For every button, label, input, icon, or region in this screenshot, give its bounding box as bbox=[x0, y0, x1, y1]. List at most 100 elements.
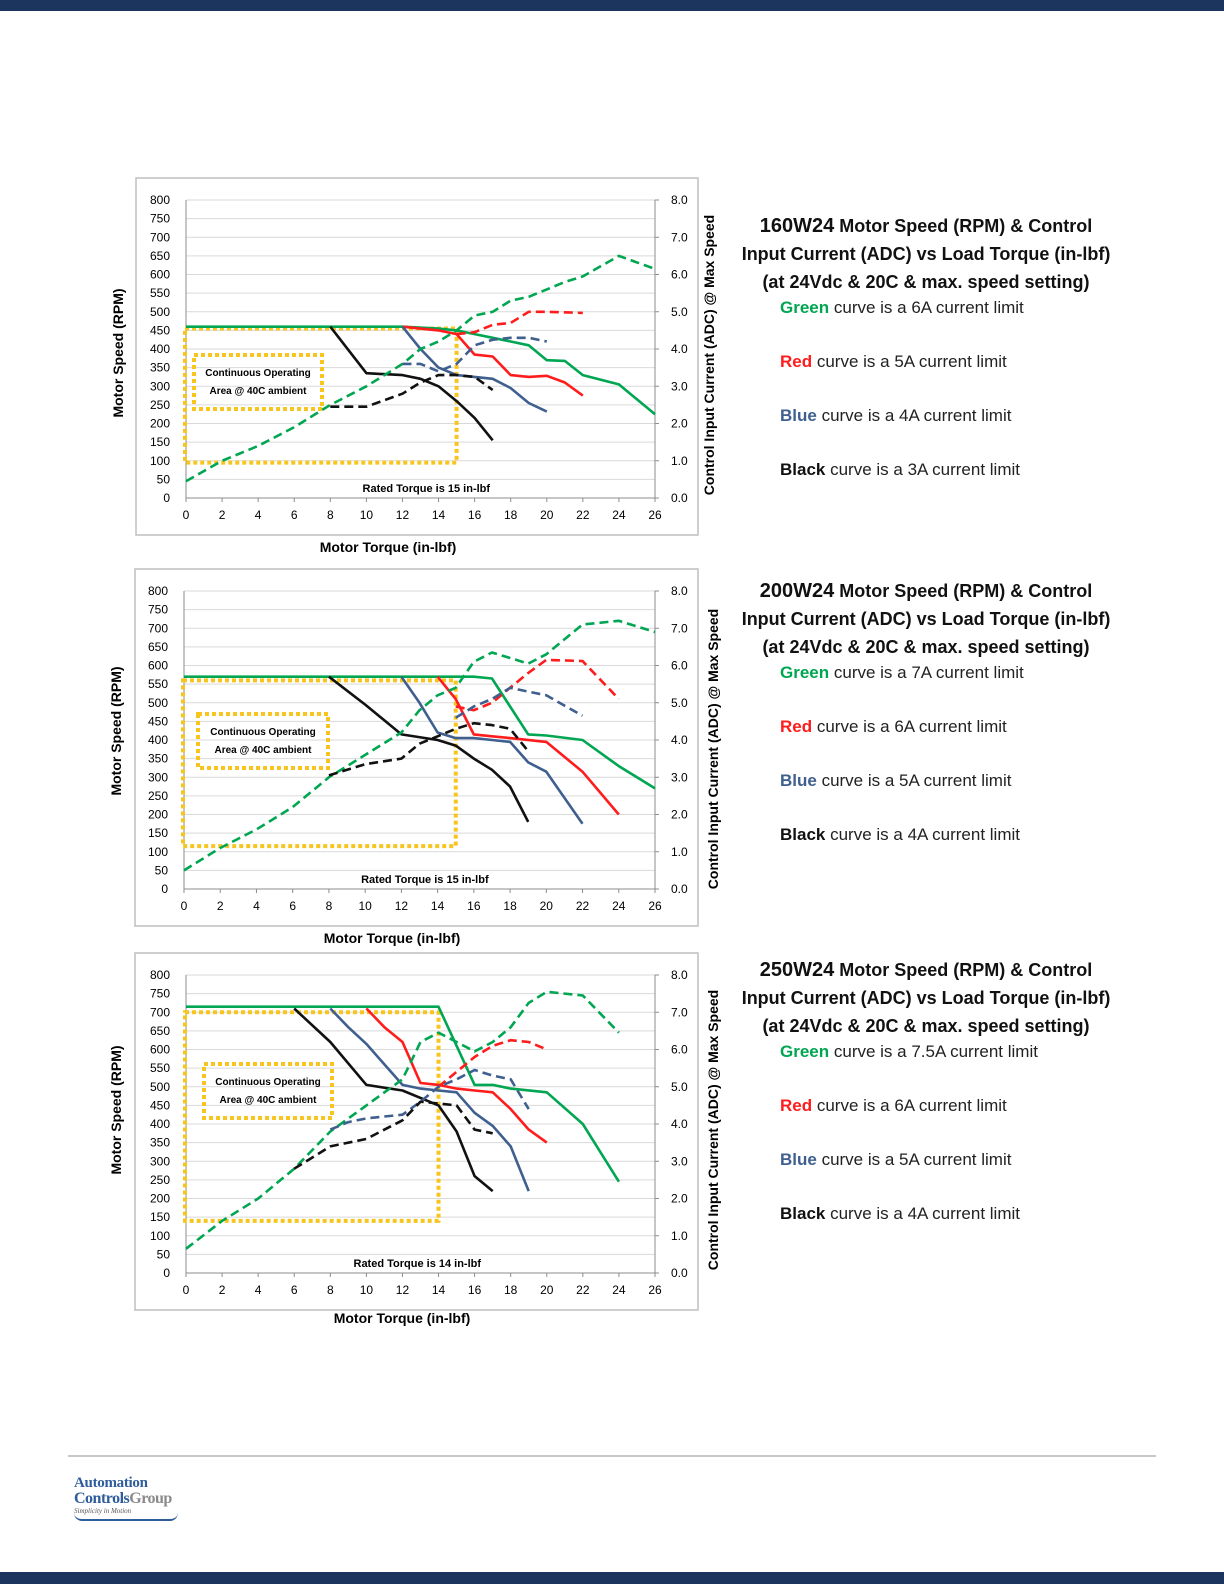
y2-tick-label: 7.0 bbox=[671, 230, 688, 244]
y-axis-title: Motor Speed (RPM) bbox=[110, 288, 126, 417]
y-tick-label: 50 bbox=[155, 863, 169, 877]
legend-blue: Blue curve is a 5A current limit bbox=[780, 1148, 1126, 1202]
y-tick-label: 250 bbox=[150, 1173, 170, 1187]
logo-line1: Automation bbox=[74, 1475, 148, 1491]
y-tick-label: 50 bbox=[157, 472, 171, 486]
series-red-speed-line bbox=[436, 675, 620, 816]
chart-160w24-description: 160W24 Motor Speed (RPM) & Control Input… bbox=[726, 212, 1126, 512]
series-green-current-line bbox=[183, 619, 656, 872]
y2-tick-label: 7.0 bbox=[671, 1005, 688, 1019]
legend-color-name: Green bbox=[780, 1042, 830, 1061]
x-tick-label: 10 bbox=[360, 508, 374, 522]
continuous-label-line2: Area @ 40C ambient bbox=[219, 1095, 317, 1106]
x-tick-label: 14 bbox=[431, 899, 445, 913]
y-tick-label: 0 bbox=[161, 882, 168, 896]
x-tick-label: 14 bbox=[432, 508, 446, 522]
y-tick-label: 700 bbox=[150, 230, 170, 244]
legend-text: curve is a 4A current limit bbox=[825, 825, 1020, 844]
x-ticks: 0 2 4 6 8 10 12 14 16 18 20 22 24 26 bbox=[181, 889, 662, 913]
x-tick-label: 18 bbox=[504, 1283, 518, 1297]
y2-axis-title: Control Input Current (ADC) @ Max Speed bbox=[705, 609, 721, 889]
x-tick-label: 8 bbox=[327, 1283, 334, 1297]
logo-group: Group bbox=[129, 1490, 172, 1507]
y2-tick-label: 3.0 bbox=[671, 379, 688, 393]
bottom-accent-bar bbox=[0, 1572, 1224, 1584]
legend-color-name: Green bbox=[780, 298, 830, 317]
y-tick-label: 600 bbox=[148, 659, 168, 673]
logo-tagline: Simplicity in Motion bbox=[74, 1507, 132, 1515]
series-black-current-line bbox=[328, 721, 530, 777]
x-tick-label: 12 bbox=[396, 1283, 410, 1297]
y2-tick-label: 6.0 bbox=[671, 1043, 688, 1057]
y2-tick-label: 3.0 bbox=[671, 1154, 688, 1168]
y2-tick-label: 2.0 bbox=[671, 808, 688, 822]
series-red-current-line bbox=[456, 310, 583, 336]
rated-torque-label: Rated Torque is 14 in-lbf bbox=[354, 1258, 482, 1270]
y-tick-label: 550 bbox=[150, 286, 170, 300]
y2-tick-label: 1.0 bbox=[671, 1229, 688, 1243]
top-accent-bar bbox=[0, 0, 1224, 11]
x-tick-label: 16 bbox=[468, 508, 482, 522]
y2-tick-label: 1.0 bbox=[671, 454, 688, 468]
legend-text: curve is a 5A current limit bbox=[812, 352, 1007, 371]
x-tick-label: 22 bbox=[576, 899, 590, 913]
y2-tick-label: 6.0 bbox=[671, 659, 688, 673]
y2-axis-title: Control Input Current (ADC) @ Max Speed bbox=[705, 990, 721, 1270]
x-tick-label: 6 bbox=[291, 508, 298, 522]
x-axis-title: Motor Torque (in-lbf) bbox=[334, 1310, 471, 1326]
x-tick-label: 22 bbox=[576, 1283, 590, 1297]
series-green-speed-line bbox=[184, 675, 656, 790]
y2-tick-label: 2.0 bbox=[671, 417, 688, 431]
series-blue-speed-line bbox=[400, 675, 584, 825]
y-tick-label: 600 bbox=[150, 268, 170, 282]
series-green-current-line bbox=[185, 990, 620, 1250]
company-logo: Automation ControlsGroup Simplicity in M… bbox=[74, 1476, 194, 1526]
chart-250w24: 0501001502002503003504004505005506006507… bbox=[108, 952, 721, 1326]
y-tick-label: 350 bbox=[150, 361, 170, 375]
y2-ticks: 0.0 1.0 2.0 3.0 4.0 5.0 6.0 7.0 8.0 bbox=[655, 968, 688, 1280]
x-tick-label: 20 bbox=[540, 508, 554, 522]
x-ticks: 0 2 4 6 8 10 12 14 16 18 20 22 24 26 bbox=[183, 498, 662, 522]
title-line1: Motor Speed (RPM) & Control bbox=[839, 581, 1093, 601]
y-tick-label: 250 bbox=[148, 789, 168, 803]
series-red-current-line bbox=[455, 658, 620, 712]
y-tick-label: 250 bbox=[150, 398, 170, 412]
footer-divider bbox=[68, 1455, 1156, 1457]
x-tick-label: 26 bbox=[648, 899, 662, 913]
x-tick-label: 8 bbox=[327, 508, 334, 522]
y2-tick-label: 4.0 bbox=[671, 733, 688, 747]
x-tick-label: 16 bbox=[467, 899, 481, 913]
series-red-speed-line bbox=[402, 325, 584, 397]
y2-tick-label: 2.0 bbox=[671, 1192, 688, 1206]
y-tick-label: 750 bbox=[150, 987, 170, 1001]
legend-text: curve is a 6A current limit bbox=[812, 717, 1007, 736]
series-blue-speed-line bbox=[329, 1007, 530, 1192]
y-tick-label: 350 bbox=[150, 1136, 170, 1150]
chart-grid bbox=[183, 590, 656, 890]
legend-text: curve is a 5A current limit bbox=[816, 771, 1012, 790]
continuous-label-line1: Continuous Operating bbox=[205, 368, 311, 379]
x-tick-label: 24 bbox=[612, 899, 626, 913]
title-line2: Input Current (ADC) vs Load Torque (in-l… bbox=[741, 609, 1111, 629]
legend-text: curve is a 5A current limit bbox=[816, 1150, 1012, 1169]
x-tick-label: 2 bbox=[219, 508, 226, 522]
title-line2: Input Current (ADC) vs Load Torque (in-l… bbox=[741, 988, 1111, 1008]
legend-blue: Blue curve is a 4A current limit bbox=[780, 404, 1126, 458]
y2-tick-label: 5.0 bbox=[671, 1080, 688, 1094]
description-title: 160W24 Motor Speed (RPM) & Control Input… bbox=[726, 212, 1126, 296]
title-line3: (at 24Vdc & 20C & max. speed setting) bbox=[762, 272, 1090, 292]
title-line1: Motor Speed (RPM) & Control bbox=[839, 216, 1093, 236]
continuous-label-box bbox=[196, 712, 330, 770]
x-tick-label: 4 bbox=[255, 508, 262, 522]
y-tick-label: 550 bbox=[150, 1061, 170, 1075]
x-tick-label: 20 bbox=[540, 899, 554, 913]
series-green-speed-line bbox=[186, 1005, 621, 1183]
y-tick-label: 300 bbox=[150, 1154, 170, 1168]
y-tick-label: 200 bbox=[150, 417, 170, 431]
series-black-speed-line bbox=[328, 675, 530, 823]
y-tick-label: 650 bbox=[150, 249, 170, 263]
y2-ticks: 0.0 1.0 2.0 3.0 4.0 5.0 6.0 7.0 8.0 bbox=[655, 584, 688, 896]
series-green-current-line bbox=[185, 254, 656, 483]
y-tick-label: 0 bbox=[163, 491, 170, 505]
x-tick-label: 2 bbox=[217, 899, 224, 913]
